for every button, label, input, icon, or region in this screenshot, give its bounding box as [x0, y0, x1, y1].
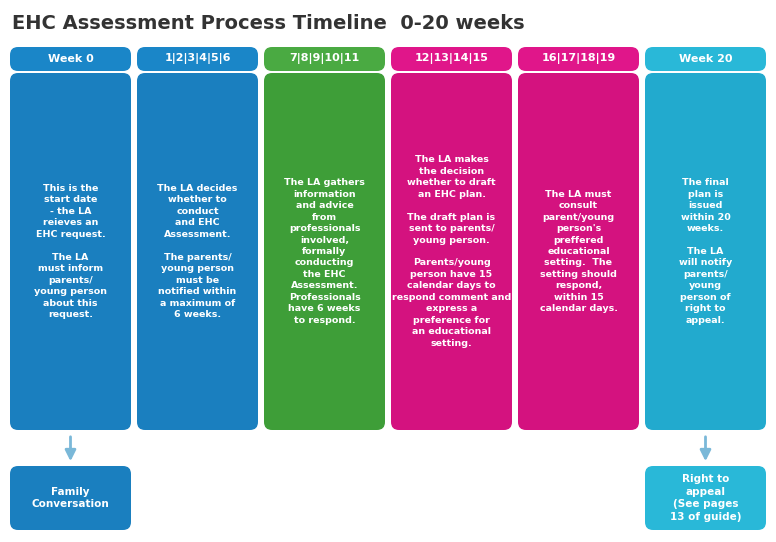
FancyBboxPatch shape — [264, 73, 385, 430]
Text: This is the
start date
- the LA
reieves an
EHC request.

The LA
must inform
pare: This is the start date - the LA reieves … — [34, 184, 107, 319]
FancyBboxPatch shape — [264, 47, 385, 71]
Text: Week 0: Week 0 — [47, 54, 93, 64]
FancyBboxPatch shape — [10, 466, 131, 530]
Text: 1|2|3|4|5|6: 1|2|3|4|5|6 — [165, 54, 230, 64]
Text: The LA gathers
information
and advice
from
professionals
involved,
formally
cond: The LA gathers information and advice fr… — [284, 178, 365, 325]
Text: The LA makes
the decision
whether to draft
an EHC plan.

The draft plan is
sent : The LA makes the decision whether to dra… — [392, 156, 511, 347]
FancyBboxPatch shape — [645, 73, 766, 430]
FancyBboxPatch shape — [518, 73, 639, 430]
FancyBboxPatch shape — [10, 73, 131, 430]
Text: 7|8|9|10|11: 7|8|9|10|11 — [289, 54, 359, 64]
Text: The final
plan is
issued
within 20
weeks.

The LA
will notify
parents/
young
per: The final plan is issued within 20 weeks… — [679, 178, 732, 325]
FancyBboxPatch shape — [645, 466, 766, 530]
Text: 12|13|14|15: 12|13|14|15 — [414, 54, 488, 64]
Text: Right to
appeal
(See pages
13 of guide): Right to appeal (See pages 13 of guide) — [670, 474, 741, 521]
FancyBboxPatch shape — [645, 47, 766, 71]
Text: The LA decides
whether to
conduct
and EHC
Assessment.

The parents/
young person: The LA decides whether to conduct and EH… — [158, 184, 237, 319]
FancyBboxPatch shape — [518, 47, 639, 71]
FancyBboxPatch shape — [10, 47, 131, 71]
Text: Week 20: Week 20 — [679, 54, 733, 64]
FancyBboxPatch shape — [137, 73, 258, 430]
FancyBboxPatch shape — [391, 73, 512, 430]
Text: Family
Conversation: Family Conversation — [32, 487, 109, 509]
Text: The LA must
consult
parent/young
person's
preffered
educational
setting.  The
se: The LA must consult parent/young person'… — [539, 190, 618, 313]
FancyBboxPatch shape — [391, 47, 512, 71]
Text: 16|17|18|19: 16|17|18|19 — [542, 54, 615, 64]
Text: EHC Assessment Process Timeline  0-20 weeks: EHC Assessment Process Timeline 0-20 wee… — [12, 14, 525, 33]
FancyBboxPatch shape — [137, 47, 258, 71]
